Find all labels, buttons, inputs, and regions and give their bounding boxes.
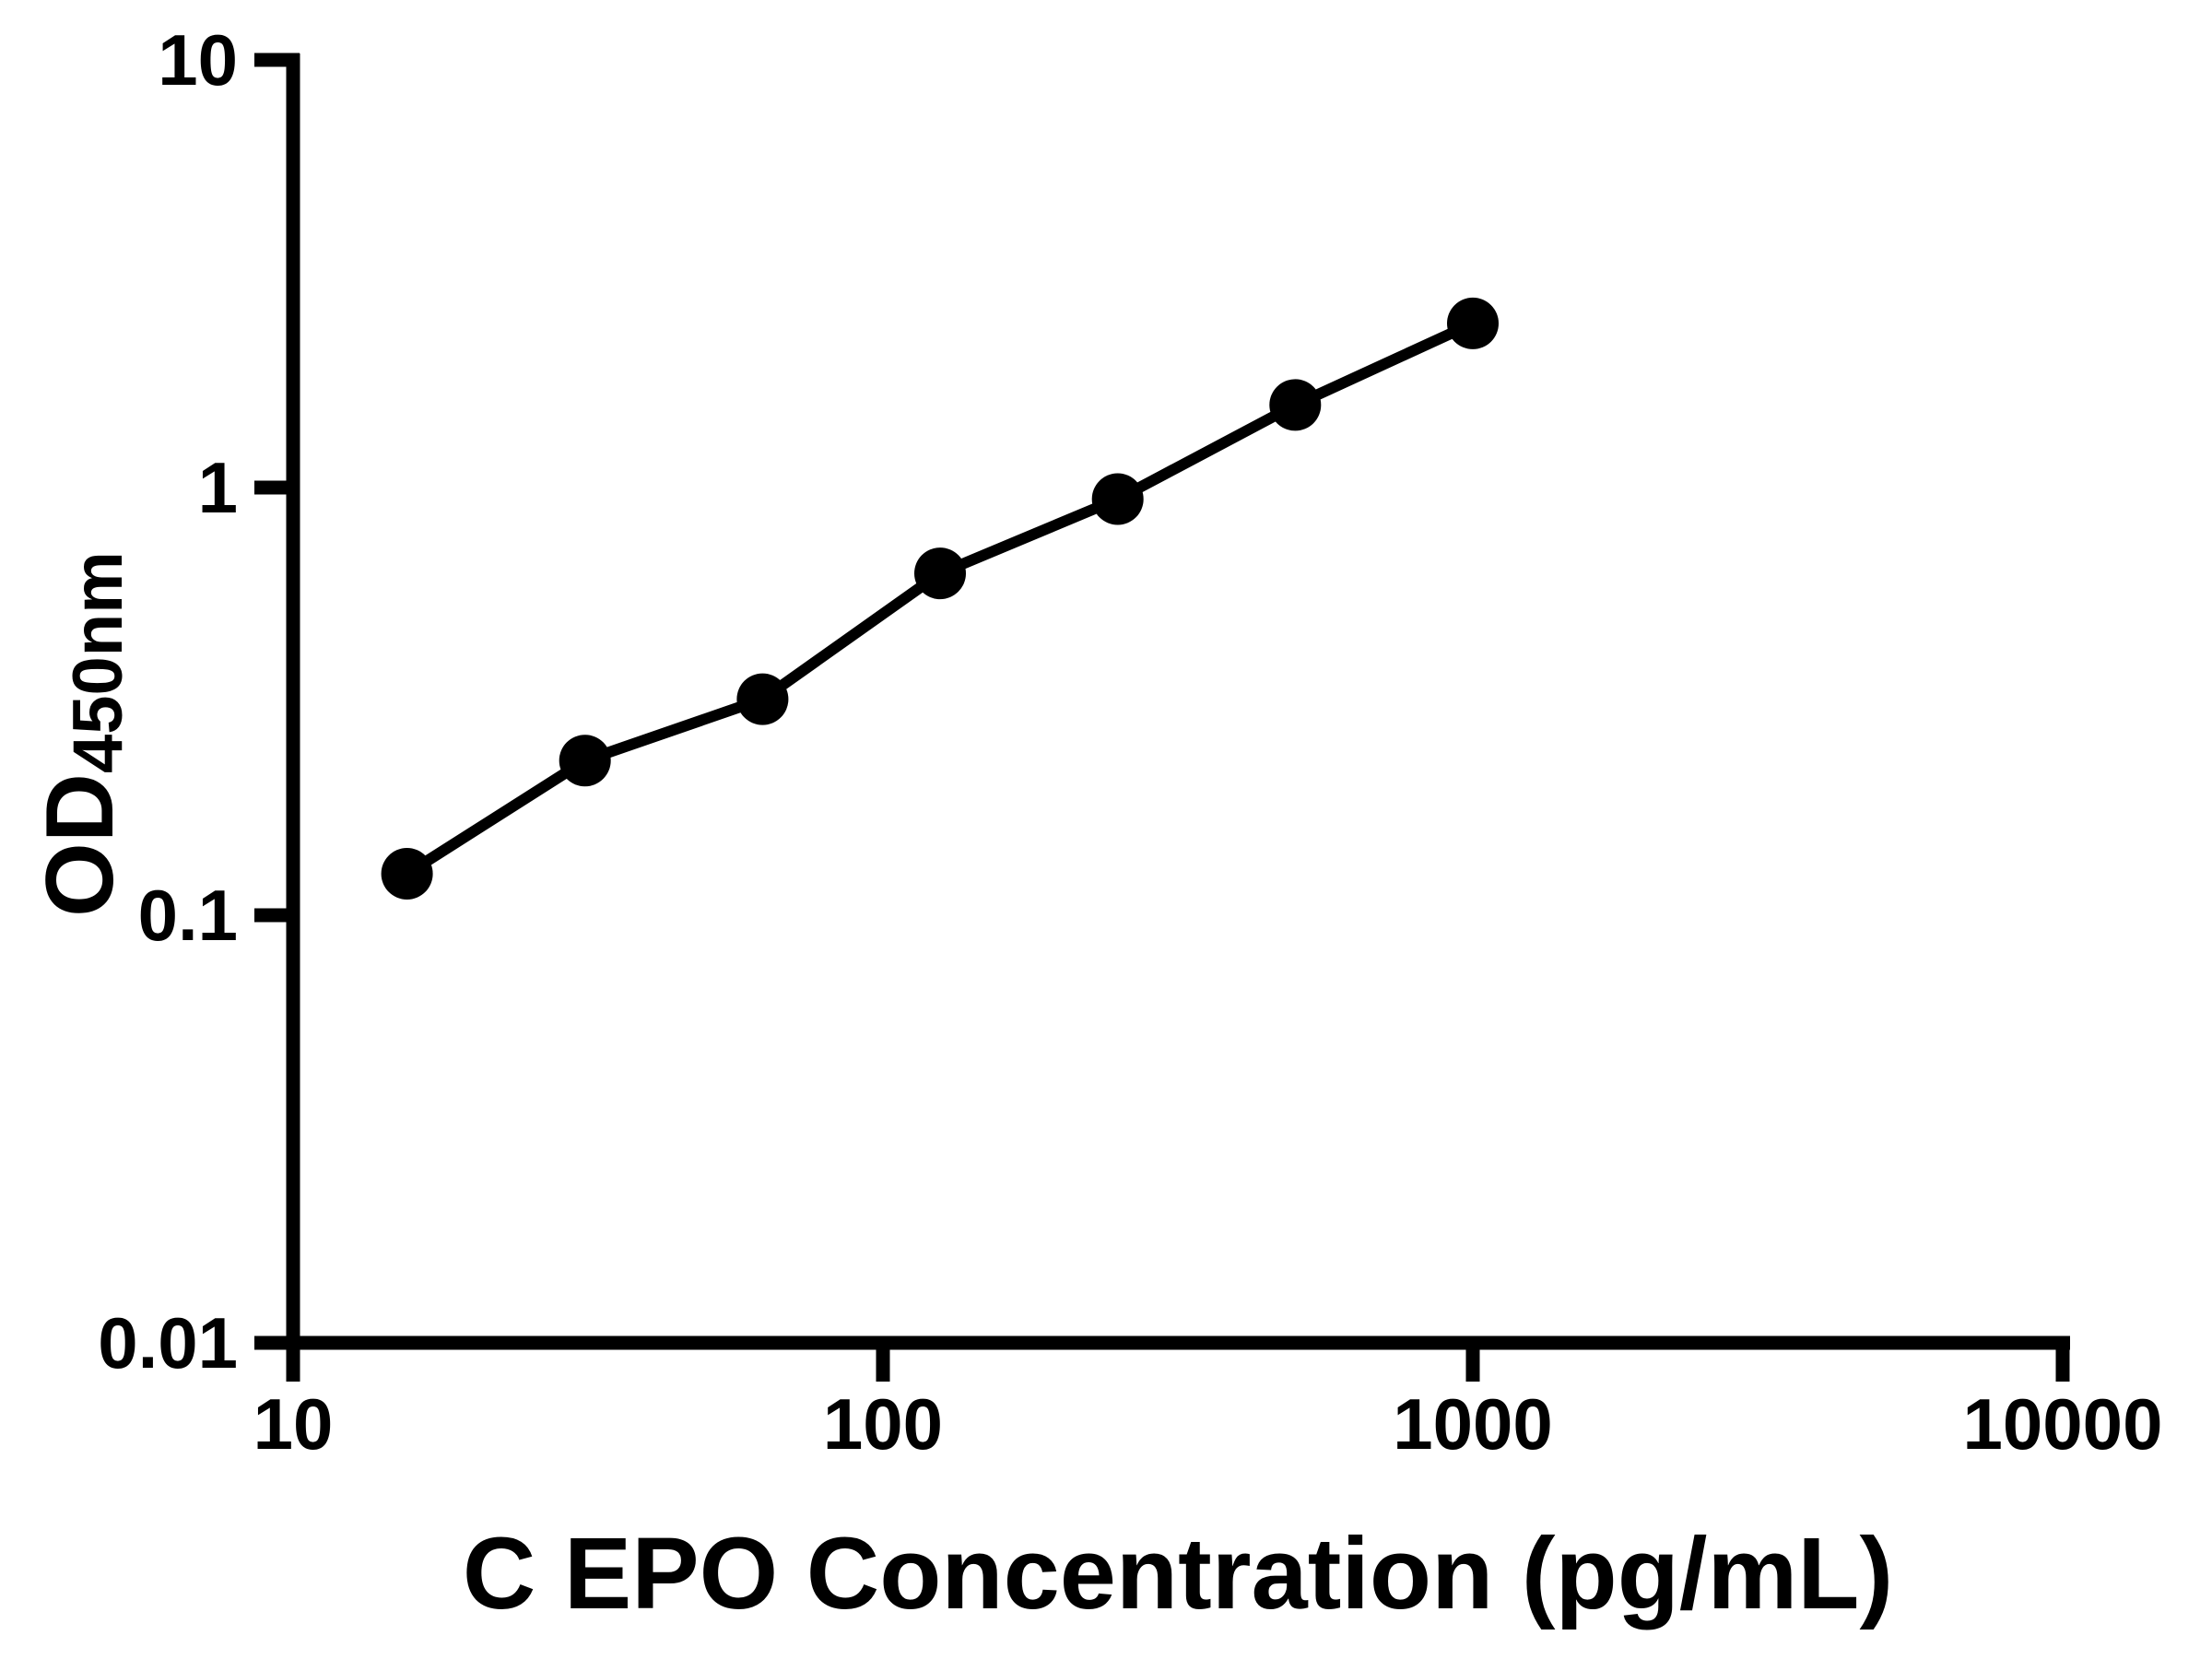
x-tick-label: 1000 bbox=[1393, 1383, 1553, 1465]
y-tick-label: 10 bbox=[158, 19, 238, 100]
x-axis-title: C EPO Concentration (pg/mL) bbox=[463, 1517, 1893, 1630]
x-tick-label: 100 bbox=[823, 1383, 943, 1465]
y-axis-title-subscript: 450nm bbox=[59, 551, 137, 773]
y-axis-title: OD450nm bbox=[27, 551, 137, 917]
x-tick-label: 10000 bbox=[1963, 1383, 2163, 1465]
y-tick-label: 0.1 bbox=[138, 875, 238, 956]
y-tick-label: 1 bbox=[198, 447, 238, 528]
data-point bbox=[1447, 297, 1499, 349]
y-axis-title-main: OD bbox=[27, 773, 134, 917]
axes-group bbox=[254, 53, 2070, 1382]
x-tick-label: 10 bbox=[253, 1383, 334, 1465]
data-point bbox=[1091, 473, 1144, 525]
series-group bbox=[381, 297, 1499, 900]
data-point bbox=[559, 735, 611, 787]
data-point bbox=[736, 673, 789, 725]
data-point bbox=[1269, 379, 1322, 431]
y-tick-label: 0.01 bbox=[98, 1302, 238, 1383]
data-point bbox=[914, 547, 966, 600]
data-point bbox=[381, 848, 433, 900]
